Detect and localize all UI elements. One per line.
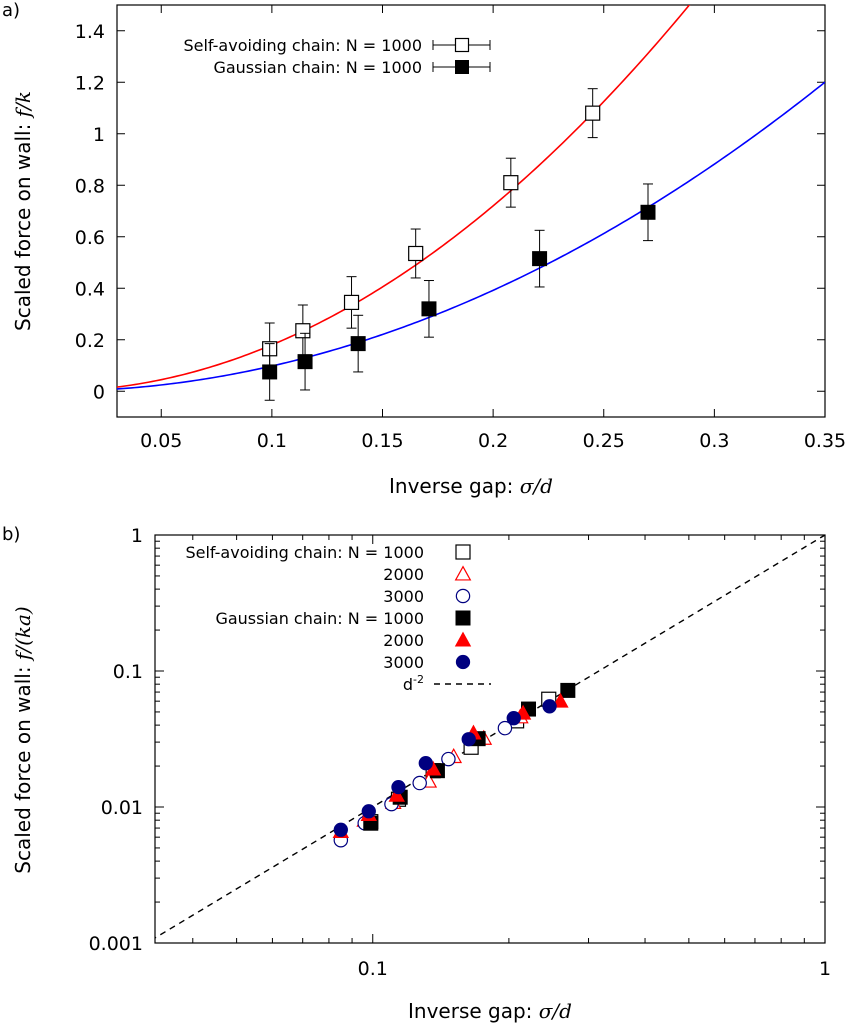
legend-label: 3000 — [383, 653, 424, 672]
plot-a-legend: Self-avoiding chain: N = 1000 Gaussian ch… — [183, 36, 491, 77]
legend-label: 3000 — [383, 587, 424, 606]
x-tick-label: 0.3 — [699, 430, 729, 452]
y-tick-label: 1.2 — [75, 72, 105, 94]
data-point — [408, 245, 424, 262]
y-tick-label: 1 — [131, 525, 143, 547]
plot-a-fit-curves — [117, 5, 825, 390]
y-tick-label: 1.4 — [75, 21, 105, 43]
panel-a: a) 0.05 0.1 0.15 0.2 0.25 0.3 0.3500.20.40.60.… — [2, 0, 846, 498]
data-point — [560, 682, 576, 698]
y-tick-label: 1 — [93, 124, 105, 146]
legend-marker — [455, 654, 471, 670]
y-tick-label: 0.2 — [75, 330, 105, 352]
legend-marker — [454, 37, 470, 53]
data-point — [552, 692, 569, 708]
data-point — [412, 775, 427, 791]
plot-a-frame — [116, 4, 826, 418]
data-point — [532, 251, 548, 267]
data-point — [585, 105, 601, 121]
panel-a-label: a) — [2, 0, 20, 21]
y-tick-label: 0.6 — [75, 227, 105, 249]
data-point — [333, 822, 348, 837]
y-tick-label: 0.001 — [89, 933, 143, 955]
y-tick-label: 0.8 — [75, 175, 105, 197]
y-tick-label: 0.01 — [101, 797, 143, 819]
legend-ref-base: d — [403, 675, 413, 694]
plot-a-x-axis-label: Inverse gap: σ/d — [389, 474, 553, 498]
data-point — [503, 175, 519, 191]
legend-marker — [455, 610, 471, 626]
legend-marker — [454, 565, 472, 581]
plot-b-y-axis-label: Scaled force on wall: f/(ka) — [11, 606, 35, 873]
x-tick-label: 0.25 — [583, 430, 625, 452]
data-point — [388, 786, 405, 802]
legend-label: Gaussian chain: N = 1000 — [213, 58, 422, 77]
data-point — [542, 699, 557, 714]
legend-marker — [455, 544, 471, 560]
plot-b-x-axis-label: Inverse gap: σ/d — [408, 999, 572, 1023]
fit-curve — [117, 81, 825, 390]
data-point — [418, 756, 433, 771]
x-tick-label: 0.05 — [140, 430, 182, 452]
data-point — [441, 751, 456, 767]
legend-ref-exp: -2 — [413, 673, 424, 686]
legend-label: 2000 — [383, 631, 424, 650]
data-point — [421, 301, 437, 317]
panel-b: b) 0.1 1 0.001 0.01 0.1 1 Self-avoiding chain… — [2, 524, 831, 1023]
data-point — [297, 354, 313, 370]
x-tick-label: 0.1 — [257, 430, 287, 452]
data-point — [350, 336, 366, 352]
panel-b-label: b) — [2, 524, 20, 545]
data-point — [262, 364, 278, 380]
data-point — [497, 720, 513, 736]
data-point — [343, 294, 360, 311]
x-tick-label: 0.15 — [361, 430, 403, 452]
data-point — [640, 204, 656, 220]
legend-marker — [455, 588, 471, 604]
legend-label-reference: d-2 — [403, 673, 424, 694]
legend-label: 2000 — [383, 565, 424, 584]
fit-curve — [117, 5, 691, 388]
data-point — [461, 732, 476, 747]
y-tick-label: 0.4 — [75, 278, 105, 300]
data-point — [361, 804, 376, 819]
plot-b-legend: Self-avoiding chain: N = 1000 2000 3000 Gau… — [185, 543, 491, 694]
data-point — [506, 711, 521, 726]
plot-a-points — [262, 88, 656, 401]
plot-b-frame — [154, 534, 826, 944]
data-point — [391, 779, 406, 795]
legend-label: Self-avoiding chain: N = 1000 — [183, 36, 422, 55]
y-tick-label: 0 — [93, 381, 105, 403]
x-tick-label: 0.35 — [804, 430, 846, 452]
plot-a-y-axis-label: Scaled force on wall: f/k — [11, 91, 35, 331]
legend-label: Self-avoiding chain: N = 1000 — [185, 543, 424, 562]
legend-label: Gaussian chain: N = 1000 — [215, 609, 424, 628]
legend-marker — [454, 631, 472, 647]
plot-b-points — [332, 682, 576, 848]
plot-a-ticks: 0.05 0.1 0.15 0.2 0.25 0.3 0.35 0 0.2 0.4 0.6 0.8 1 1… — [75, 5, 846, 452]
plot-b-ticks: 0.1 1 0.001 0.01 0.1 1 — [89, 525, 831, 980]
x-tick-label: 0.1 — [358, 958, 388, 980]
data-point — [295, 323, 311, 339]
x-tick-label: 1 — [819, 958, 831, 980]
y-tick-label: 0.1 — [113, 661, 143, 683]
x-tick-label: 0.2 — [478, 430, 508, 452]
legend-marker — [455, 60, 469, 74]
